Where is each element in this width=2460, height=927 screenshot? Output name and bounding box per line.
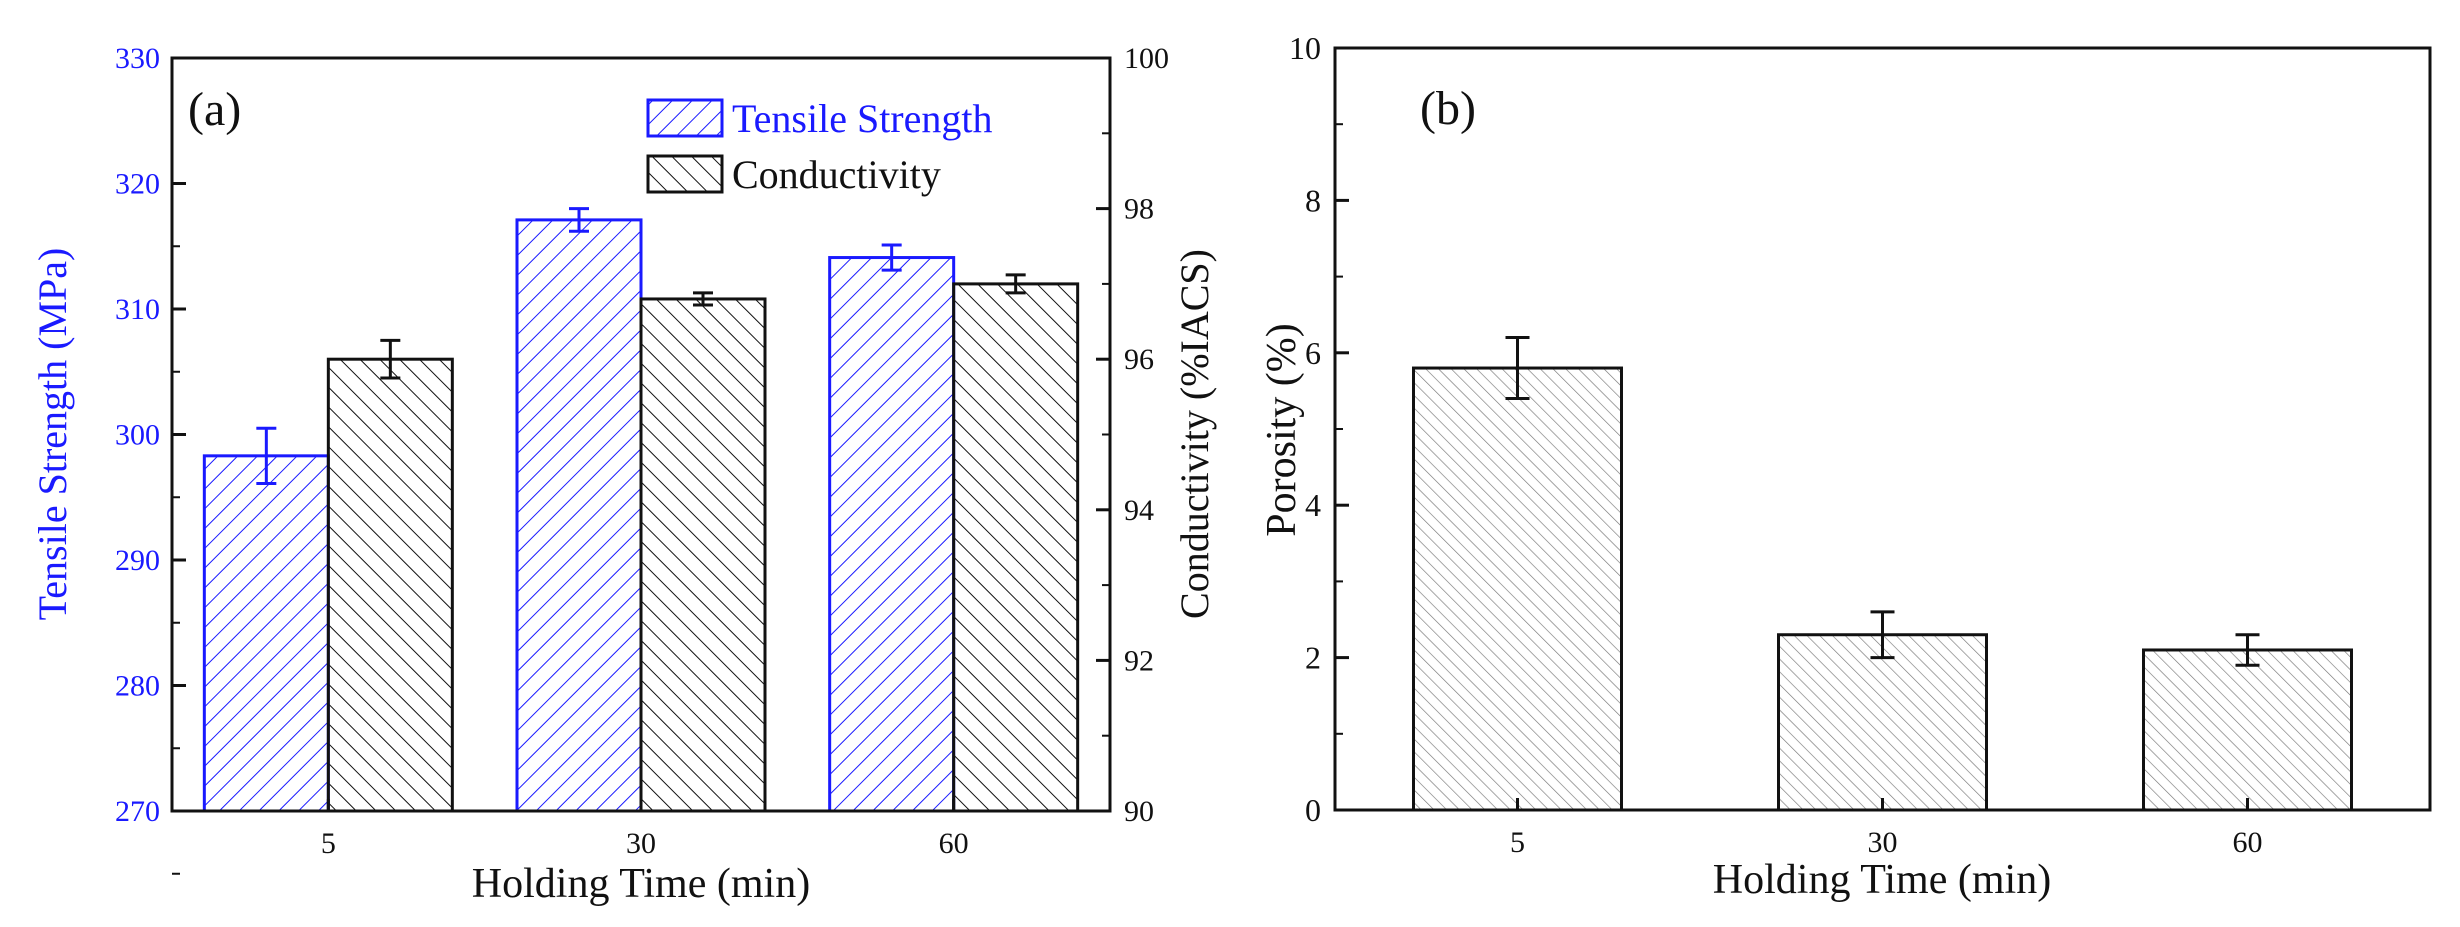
tick-label-x-5: 5 bbox=[321, 827, 336, 860]
error-bar-porosity-5 bbox=[1505, 336, 1530, 401]
bar-porosity-5 bbox=[1412, 366, 1623, 812]
bar-conductivity-30 bbox=[639, 297, 767, 813]
panel-a-x-axis: 5 30 60 bbox=[321, 799, 969, 860]
panel-b-chart: 0 2 4 6 8 10 5 30 60 (b) Porosity (%) Holding T… bbox=[1259, 30, 2432, 903]
panel-b-bars bbox=[1412, 366, 2353, 812]
tick-label-right-92: 92 bbox=[1124, 644, 1154, 677]
legend-label-conductivity: Conductivity bbox=[732, 152, 941, 197]
error-bar-tensile-strength-60 bbox=[881, 243, 902, 272]
panel-a-error-bars bbox=[256, 207, 1026, 485]
panel-b-y-axis: 0 2 4 6 8 10 bbox=[1289, 30, 1349, 828]
panel-a-right-axis: 90 92 94 96 98 100 bbox=[1096, 42, 1169, 828]
error-bar-porosity-60 bbox=[2235, 633, 2260, 667]
tick-label-right-96: 96 bbox=[1124, 343, 1154, 376]
panel-a-y-left-label: Tensile Strength (MPa) bbox=[30, 248, 75, 621]
panel-a-left-axis: 270 280 290 300 310 320 330 bbox=[115, 42, 186, 875]
tick-label-y-6: 6 bbox=[1305, 335, 1321, 371]
error-bar-tensile-strength-30 bbox=[569, 207, 589, 233]
error-bar-porosity-30 bbox=[1870, 610, 1895, 660]
tick-label-left-290: 290 bbox=[115, 544, 160, 577]
panel-a-legend: Tensile Strength Conductivity bbox=[646, 96, 993, 197]
tick-label-y-4: 4 bbox=[1305, 487, 1321, 523]
bar-porosity-60 bbox=[2142, 648, 2353, 812]
legend-swatch-tensile-strength bbox=[646, 98, 724, 138]
panel-b-y-label: Porosity (%) bbox=[1259, 323, 1305, 537]
tick-label-x-60: 60 bbox=[939, 827, 969, 860]
tick-label-right-94: 94 bbox=[1124, 494, 1154, 527]
error-bar-tensile-strength-5 bbox=[256, 426, 277, 485]
bar-tensile-strength-30 bbox=[515, 218, 643, 813]
panel-a-bars bbox=[202, 218, 1080, 813]
tick-label-left-270: 270 bbox=[115, 795, 160, 828]
bar-tensile-strength-60 bbox=[828, 256, 956, 813]
panel-b-label: (b) bbox=[1420, 82, 1476, 135]
bar-conductivity-5 bbox=[326, 357, 454, 813]
error-bar-conductivity-5 bbox=[380, 338, 401, 380]
panel-a-label: (a) bbox=[188, 83, 241, 136]
tick-label-x-30: 30 bbox=[626, 827, 656, 860]
panel-b-x-label: Holding Time (min) bbox=[1713, 857, 2051, 903]
panel-a-x-label: Holding Time (min) bbox=[472, 861, 810, 907]
tick-label-left-320: 320 bbox=[115, 168, 160, 201]
tick-label-left-300: 300 bbox=[115, 419, 160, 452]
error-bar-conductivity-30 bbox=[693, 291, 713, 307]
panel-a-y-right-label: Conductivity (%IACS) bbox=[1172, 249, 1217, 619]
bar-porosity-30 bbox=[1777, 633, 1988, 812]
tick-label-x-b-5: 5 bbox=[1510, 826, 1525, 859]
tick-label-right-100: 100 bbox=[1124, 42, 1169, 75]
legend-swatch-conductivity bbox=[646, 154, 724, 194]
panel-b-error-bars bbox=[1505, 336, 2260, 667]
tick-label-left-280: 280 bbox=[115, 670, 160, 703]
tick-label-y-0: 0 bbox=[1305, 792, 1321, 828]
tick-label-left-330: 330 bbox=[115, 42, 160, 75]
tick-label-y-8: 8 bbox=[1305, 182, 1321, 218]
tick-label-y-2: 2 bbox=[1305, 640, 1321, 676]
error-bar-conductivity-60 bbox=[1005, 273, 1026, 295]
bar-conductivity-60 bbox=[952, 282, 1080, 813]
panel-b-x-axis: 5 30 60 bbox=[1510, 798, 2263, 859]
panel-a-chart: 270 280 290 300 310 320 330 90 92 94 96 98 100 5 30 6… bbox=[30, 42, 1217, 907]
bar-tensile-strength-5 bbox=[202, 454, 330, 813]
tick-label-x-b-30: 30 bbox=[1868, 826, 1898, 859]
tick-label-right-98: 98 bbox=[1124, 193, 1154, 226]
tick-label-x-b-60: 60 bbox=[2233, 826, 2263, 859]
tick-label-y-10: 10 bbox=[1289, 30, 1321, 66]
legend-label-tensile-strength: Tensile Strength bbox=[732, 96, 993, 141]
tick-label-right-90: 90 bbox=[1124, 795, 1154, 828]
tick-label-left-310: 310 bbox=[115, 293, 160, 326]
